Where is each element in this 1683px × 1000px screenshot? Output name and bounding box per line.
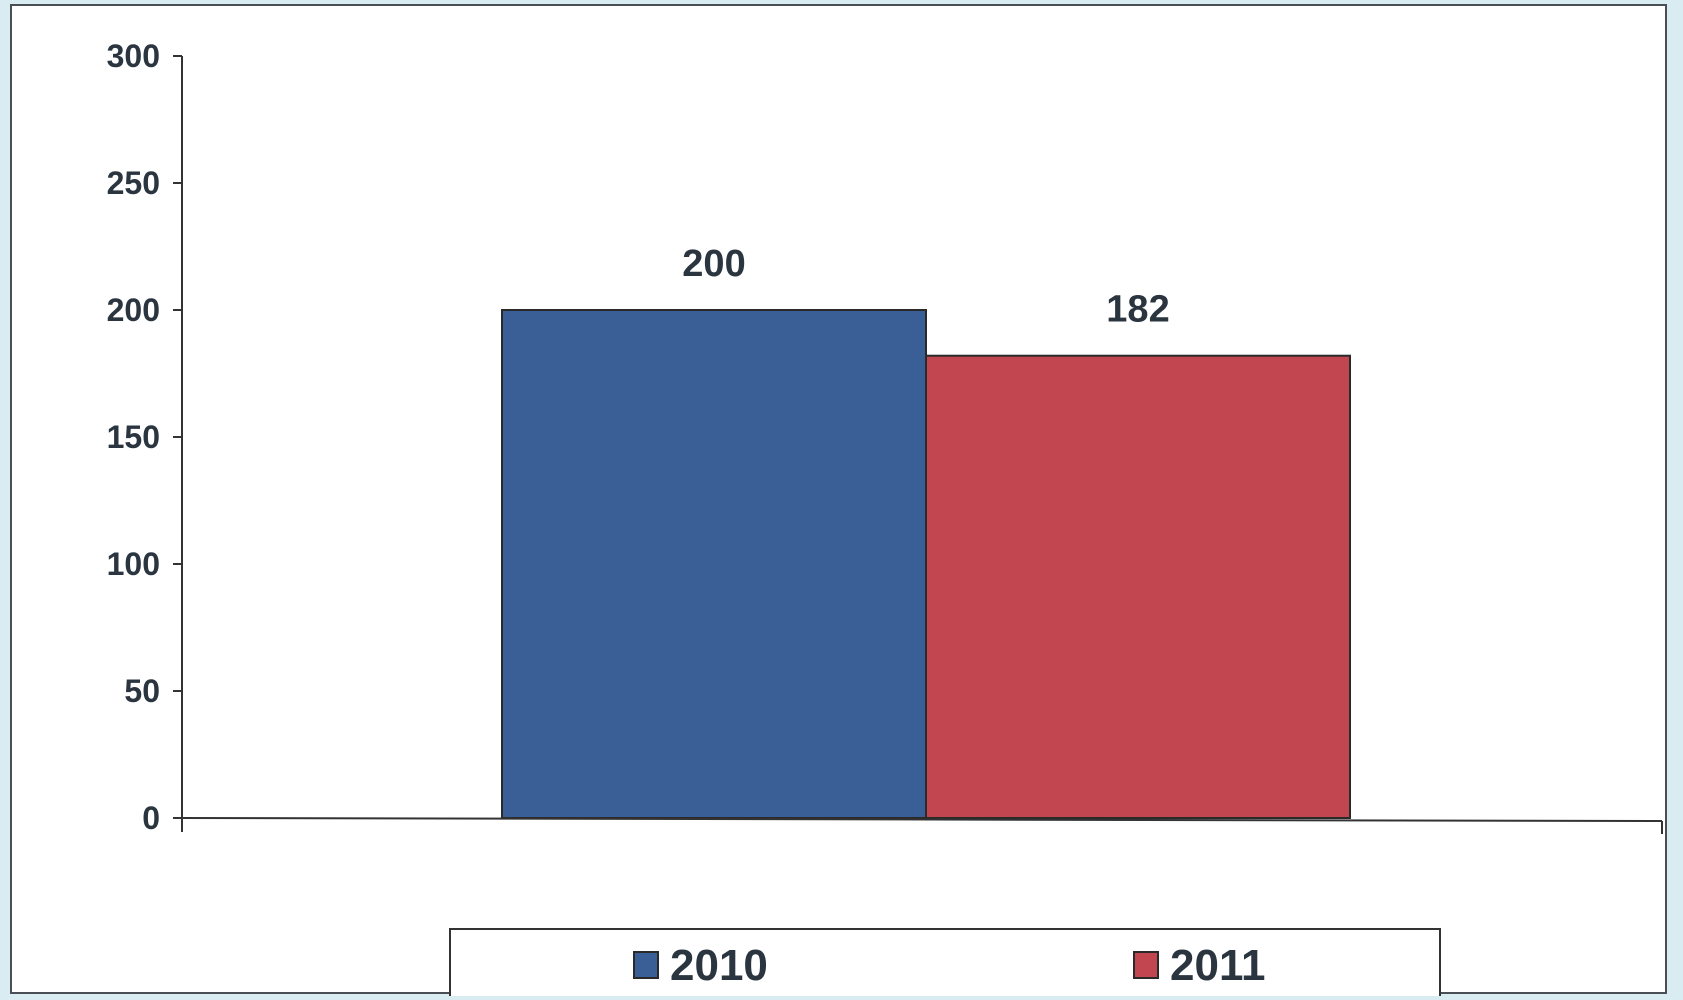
data-label-2011: 182	[1106, 289, 1169, 331]
bars	[501, 309, 1351, 819]
y-axis: 0 50 100 150 200 250 300	[107, 38, 183, 836]
y-tick-label: 200	[107, 292, 160, 328]
y-tick-label: 0	[142, 800, 160, 836]
legend-swatch-2011	[1133, 951, 1159, 979]
bar-2011	[925, 354, 1351, 819]
x-axis-line	[181, 817, 1663, 822]
y-tick-label: 150	[107, 419, 160, 455]
bar-2010	[501, 309, 927, 819]
data-labels: 200 182	[682, 243, 1169, 331]
y-tick-label: 50	[124, 673, 160, 709]
chart-frame: 0 50 100 150 200 250 300 200 182 2010 2011	[10, 4, 1667, 996]
legend-box	[449, 928, 1441, 996]
x-axis	[181, 817, 1663, 834]
y-tick-label: 100	[107, 546, 160, 582]
y-tick-label: 250	[107, 165, 160, 201]
legend: 2010 2011	[449, 928, 1441, 996]
y-tick-label: 300	[107, 38, 160, 74]
data-label-2010: 200	[682, 243, 745, 285]
legend-label-2010: 2010	[670, 941, 768, 990]
legend-label-2011: 2011	[1170, 941, 1265, 990]
legend-swatch-2010	[633, 951, 659, 979]
bar-chart: 0 50 100 150 200 250 300 200 182 2010 2011	[107, 38, 1663, 996]
